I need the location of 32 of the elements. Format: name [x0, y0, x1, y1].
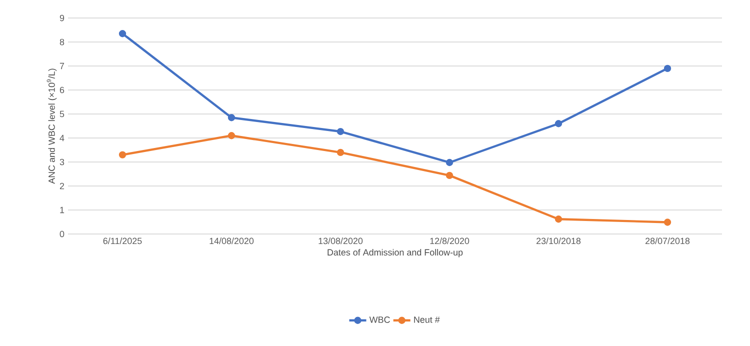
point — [336, 128, 344, 136]
x-axis-title: Dates of Admission and Follow-up — [328, 248, 463, 258]
legend-label: Neut # — [414, 316, 440, 323]
y-tick-label: 6 — [60, 86, 64, 94]
x-tick-label: 28/07/2018 — [646, 238, 690, 244]
x-tick-label: 6/11/2025 — [103, 238, 142, 244]
x-tick-label: 13/08/2020 — [318, 238, 363, 244]
legend-label: WBC — [369, 316, 390, 323]
y-tick-label: 4 — [60, 134, 64, 142]
y-tick-label: 8 — [60, 38, 64, 46]
point — [664, 218, 672, 226]
x-tick-label: 14/08/2020 — [210, 238, 254, 244]
point — [664, 64, 672, 72]
y-tick-label: 3 — [60, 158, 64, 166]
x-tick-label: 23/10/2018 — [536, 238, 581, 244]
x-tick-label: 12/8/2020 — [430, 238, 470, 244]
y-tick-label: 0 — [60, 230, 64, 238]
y-tick-label: 7 — [60, 62, 64, 70]
point — [554, 216, 562, 223]
point — [118, 30, 126, 38]
point — [118, 151, 126, 158]
point — [228, 114, 236, 122]
point — [228, 132, 236, 140]
y-tick-label: 1 — [60, 206, 64, 214]
y-axis-title: ANC and WBC level (×10$^{9}$/L) — [46, 68, 57, 184]
point — [336, 148, 344, 156]
y-tick-label: 9 — [60, 14, 64, 22]
point — [554, 120, 562, 128]
y-tick-label: 5 — [60, 110, 64, 118]
point — [446, 158, 454, 166]
point — [446, 172, 454, 180]
y-tick-label: 2 — [60, 182, 64, 190]
